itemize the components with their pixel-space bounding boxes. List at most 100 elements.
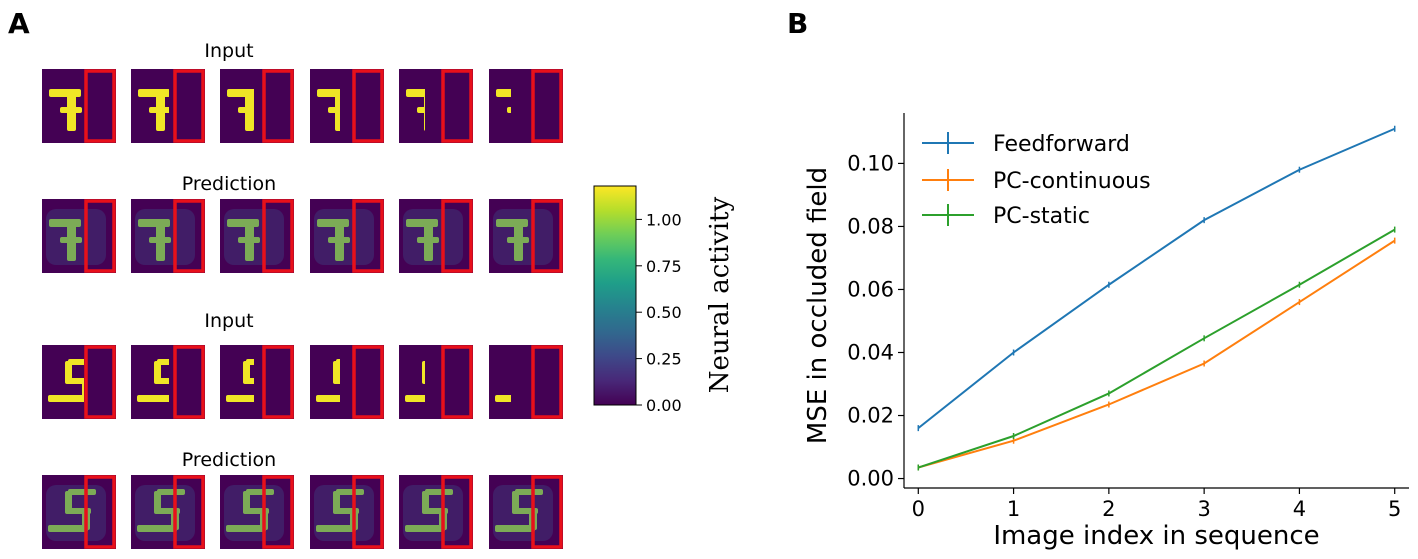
x-tick-label: 1 [1007,497,1020,521]
digit-stroke [336,489,364,495]
y-tick-label: 0.02 [847,404,894,428]
prediction-blur [493,209,553,265]
digit-stroke [333,361,340,383]
frame-background [42,199,116,273]
series-line-pc-continuous [918,239,1396,469]
digit-stroke [333,491,340,513]
occluder-box [352,475,384,549]
row-title-prediction: Prediction [182,449,276,471]
digit-stroke [137,525,177,532]
digit-stroke [246,489,274,495]
colorbar-label: Neural activity [705,197,735,394]
prediction-blur [403,209,463,265]
colorbar-tick-label: 0.50 [646,303,682,322]
frame-input-7 [399,69,473,143]
frame-input-7 [131,69,205,143]
frame-background [131,199,205,273]
frame-input-5 [489,345,563,419]
colorbar: 1.00 0.75 0.50 0.25 0.00 Neural activity [593,185,735,415]
x-tick-label: 4 [1293,497,1306,521]
y-tick-label: 0.00 [847,467,894,491]
frame-background [310,199,384,273]
occluder-box [262,475,294,549]
digit-stroke [60,237,82,243]
frame-input-7 [42,69,116,143]
digit-stroke [328,237,350,243]
digit-stroke [65,491,72,513]
digit-stroke [154,491,161,513]
digit-stroke [243,361,250,383]
x-tick-label: 0 [912,497,925,521]
frame-background [399,199,473,273]
panel-b-label: B [787,7,808,40]
occluder-box [173,345,205,419]
digit-stroke [49,89,81,97]
occluded-region [425,347,471,417]
series-line-feedforward [917,127,1396,429]
series-line-pc-static [917,228,1396,469]
colorbar-gradient [593,185,637,406]
digit-stroke [137,395,177,402]
occluded-region [511,347,561,417]
occluder-box [84,69,116,143]
prediction-blur [135,209,195,265]
digit-stroke [515,489,543,495]
frame-input-5 [310,345,384,419]
digit-stroke [154,361,161,383]
x-tick-label: 5 [1388,497,1401,521]
frame-prediction-7 [399,199,473,273]
prediction-blur [314,485,374,541]
panel-a-image-grid: Input Prediction Input Prediction [42,40,563,549]
colorbar-tick-label: 1.00 [646,210,682,229]
frame-background [220,199,294,273]
digit-stroke [65,361,72,383]
occluded-region [425,71,471,141]
y-tick-label: 0.06 [847,277,894,301]
occluder-box [352,345,384,419]
digit-stroke [149,107,171,113]
digit-stroke [138,89,170,97]
prediction-blur [224,209,284,265]
frame-prediction-7 [220,199,294,273]
legend-label: PC-continuous [993,169,1151,194]
frame-input-5 [131,345,205,419]
prediction-blur [46,485,106,541]
digit-stroke [495,525,535,532]
occluder-box [441,199,473,273]
digit-stroke [316,525,356,532]
frame-input-5 [42,345,116,419]
digit-stroke [512,491,519,513]
prediction-blur [224,485,284,541]
frame-input-5 [399,345,473,419]
occluder-box [531,345,563,419]
y-axis-label: MSE in occluded field [803,167,833,444]
mse-line-chart: 0.00 0.02 0.04 0.06 0.08 0.10 0 1 2 3 4 5 Image inde… [803,113,1409,551]
colorbar-tick-label: 0.75 [646,257,682,276]
occluder-box [262,69,294,143]
row-title-input: Input [204,310,253,332]
digit-stroke [417,237,439,243]
digit-stroke [238,237,260,243]
occluded-region [84,347,114,417]
occluder-box [84,199,116,273]
digit-stroke [226,525,266,532]
legend-label: Feedforward [993,132,1130,157]
frame-prediction-7 [310,199,384,273]
x-tick-label: 2 [1102,497,1115,521]
colorbar-tick-label: 0.25 [646,350,682,369]
frame-input-7 [310,69,384,143]
frame-prediction-5 [42,475,116,549]
prediction-blur [46,209,106,265]
x-axis-label: Image index in sequence [993,521,1319,551]
digit-stroke [60,107,82,113]
occluded-region [84,71,114,141]
y-tick-label: 0.10 [847,151,894,175]
legend-label: PC-static [993,204,1090,229]
frame-prediction-7 [42,199,116,273]
digit-stroke [68,489,96,495]
occluded-region [254,71,292,141]
occluder-box [531,69,563,143]
prediction-blur [493,485,553,541]
y-tick-label: 0.04 [847,340,894,364]
occluder-box [531,199,563,273]
